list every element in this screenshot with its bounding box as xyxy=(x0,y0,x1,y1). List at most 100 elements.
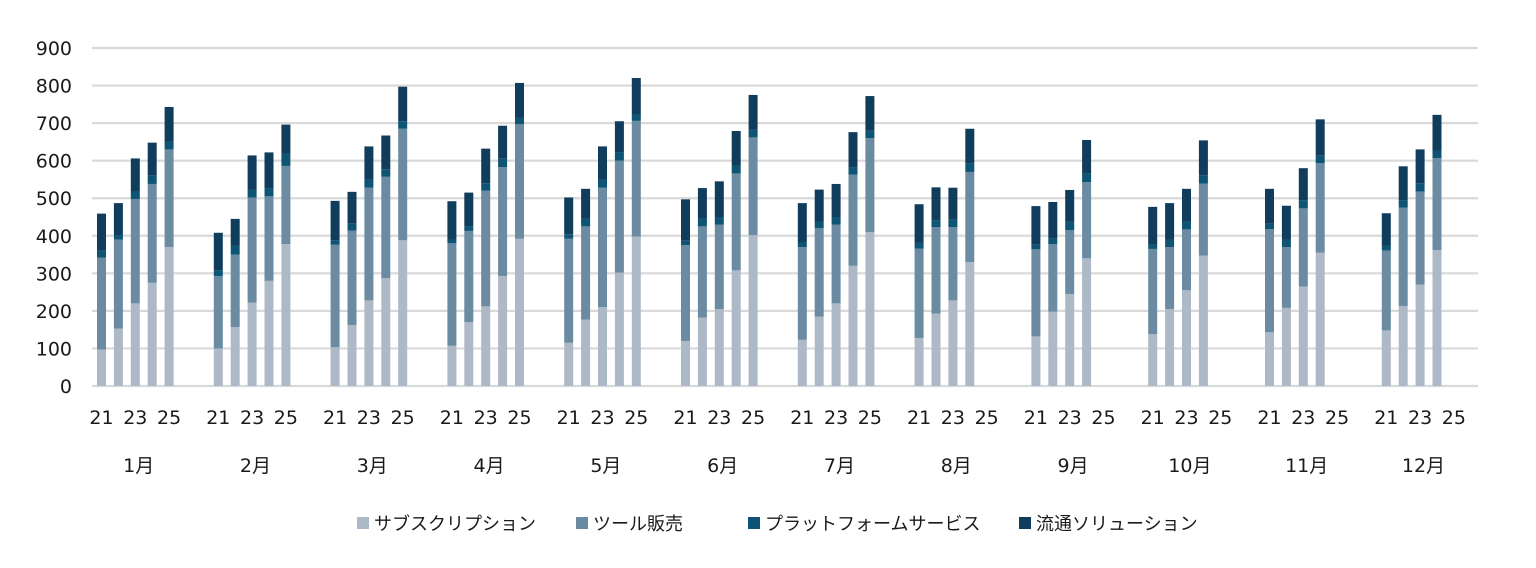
bar-segment xyxy=(1298,286,1308,386)
bar-segment xyxy=(1398,200,1408,208)
bar-segment xyxy=(1148,334,1158,386)
bar-segment xyxy=(1415,183,1425,192)
bar-segment xyxy=(130,191,140,199)
x-year-label: 21 xyxy=(440,407,464,429)
bar-segment xyxy=(1182,188,1191,222)
x-year-label: 25 xyxy=(975,407,999,429)
bar-segment xyxy=(697,317,707,386)
bar-segment xyxy=(347,230,357,326)
bar-segment xyxy=(1298,168,1308,201)
bar-segment xyxy=(464,230,474,323)
legend-item: ツール販売 xyxy=(576,514,683,535)
bar-segment xyxy=(1281,247,1291,308)
bar-segment xyxy=(831,224,841,304)
bar-segment xyxy=(1398,207,1408,307)
x-year-label: 21 xyxy=(1024,407,1048,429)
bar-segment xyxy=(1398,166,1408,201)
y-tick-label: 0 xyxy=(60,376,72,398)
bar-segment xyxy=(865,138,875,233)
bar-segment xyxy=(447,345,457,386)
x-year-label: 23 xyxy=(123,407,147,429)
y-tick-label: 100 xyxy=(36,338,72,360)
bar-segment xyxy=(564,197,574,235)
bar-segment xyxy=(1031,249,1041,337)
bar-segment xyxy=(581,188,591,219)
x-year-label: 25 xyxy=(741,407,765,429)
x-year-label: 25 xyxy=(1091,407,1115,429)
bar-segment xyxy=(797,247,807,340)
bar-segment xyxy=(581,218,591,227)
bar-segment xyxy=(347,191,357,224)
bar-segment xyxy=(1432,150,1442,159)
bar-segment xyxy=(515,124,524,239)
bar-segment xyxy=(631,236,641,386)
month-label: 1月 xyxy=(123,455,154,477)
bar-segment xyxy=(1082,173,1092,183)
bar-segment xyxy=(464,322,474,386)
bar-segment xyxy=(965,171,975,263)
bar-segment xyxy=(515,117,524,125)
month-label: 10月 xyxy=(1168,455,1211,477)
bar-segment xyxy=(1165,247,1175,310)
bar-segment xyxy=(581,319,591,386)
bar-segment xyxy=(914,337,924,386)
bar-segment xyxy=(515,238,524,386)
bar-segment xyxy=(564,238,574,343)
bar-segment xyxy=(948,187,958,220)
bar-segment xyxy=(865,232,875,386)
month-label: 6月 xyxy=(707,455,738,477)
x-year-label: 23 xyxy=(1058,407,1082,429)
bar-segment xyxy=(697,226,707,318)
bar-segment xyxy=(614,160,624,273)
y-tick-label: 700 xyxy=(36,113,72,135)
bar-segment xyxy=(1415,191,1425,285)
x-year-label: 25 xyxy=(858,407,882,429)
bar-segment xyxy=(797,242,807,248)
legend-label: サブスクリプション xyxy=(374,513,536,535)
bar-segment xyxy=(1048,238,1058,245)
bar-segment xyxy=(97,213,106,251)
bar-segment xyxy=(631,120,641,237)
bar-segment xyxy=(681,199,690,241)
bar-segment xyxy=(598,146,607,180)
bar-segment xyxy=(230,254,240,328)
bar-segment xyxy=(230,245,240,255)
bar-segment xyxy=(498,158,508,168)
x-year-label: 25 xyxy=(391,407,415,429)
bar-segment xyxy=(247,155,257,190)
bar-segment xyxy=(147,183,157,283)
bar-segment xyxy=(1381,213,1391,246)
y-tick-label: 600 xyxy=(36,151,72,173)
bar-segment xyxy=(681,240,690,246)
bar-segment xyxy=(1281,307,1291,386)
x-year-label: 23 xyxy=(240,407,264,429)
bar-segment xyxy=(931,313,941,386)
bar-segment xyxy=(914,242,924,249)
month-label: 11月 xyxy=(1285,455,1328,477)
bar-segment xyxy=(330,244,340,348)
bar-segment xyxy=(1082,258,1092,386)
bar-segment xyxy=(213,232,223,271)
bar-segment xyxy=(330,240,340,245)
bar-segment xyxy=(1082,140,1092,174)
x-year-label: 21 xyxy=(1374,407,1398,429)
bar-segment xyxy=(481,148,491,184)
x-year-label: 23 xyxy=(824,407,848,429)
bar-segment xyxy=(230,327,240,386)
bar-segment xyxy=(1165,203,1175,240)
bar-segment xyxy=(264,196,274,281)
bar-segment xyxy=(714,181,724,217)
bar-segment xyxy=(1198,140,1208,176)
bar-segment xyxy=(481,183,491,191)
bar-segment xyxy=(97,250,106,258)
bar-segment xyxy=(464,192,474,227)
bar-segment xyxy=(364,146,374,180)
bar-segment xyxy=(213,270,223,276)
bar-segment xyxy=(1265,229,1274,333)
x-axis-ticks: 21 23 25 21 23 25 21 23 25 21 23 25 21 23 25 21 23 25 21 23… xyxy=(89,407,1466,429)
bar-segment xyxy=(731,130,741,166)
month-label: 7月 xyxy=(824,455,855,477)
bar-segment xyxy=(1065,230,1075,294)
x-year-label: 25 xyxy=(624,407,648,429)
